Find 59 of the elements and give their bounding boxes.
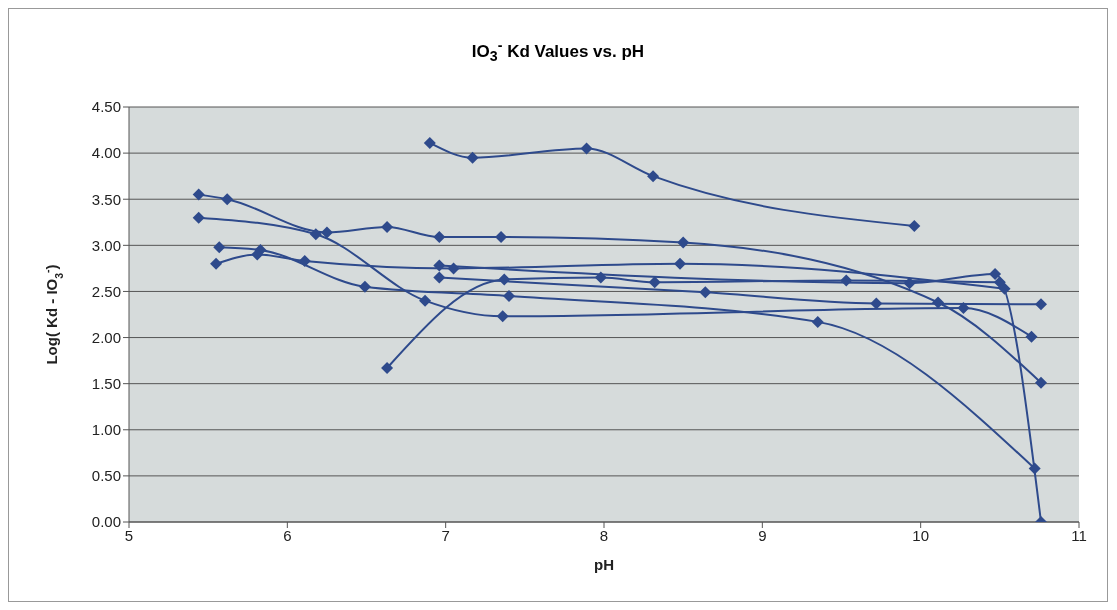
- y-tick-label: 1.00: [91, 421, 121, 439]
- point: [320, 226, 333, 239]
- point: [1025, 330, 1038, 343]
- point: [908, 219, 921, 232]
- point: [423, 136, 436, 149]
- point: [503, 290, 515, 303]
- x-tick-label: 9: [758, 526, 767, 544]
- point: [1028, 462, 1041, 475]
- y-tick-label: 0.50: [91, 467, 121, 485]
- y-tick-label: 3.00: [91, 236, 121, 254]
- point: [811, 315, 824, 328]
- point: [932, 296, 945, 309]
- point: [498, 273, 511, 286]
- point: [989, 267, 1002, 280]
- y-tick-label: 2.50: [91, 282, 121, 300]
- y-tick-label: 3.50: [91, 190, 121, 208]
- point: [192, 211, 205, 224]
- point: [213, 241, 226, 254]
- point: [998, 282, 1011, 295]
- point: [466, 151, 479, 164]
- point: [433, 271, 446, 284]
- y-tick-label: 4.00: [91, 144, 121, 162]
- point: [957, 302, 970, 315]
- point: [210, 257, 223, 270]
- x-tick-label: 5: [124, 526, 134, 544]
- point: [433, 259, 446, 272]
- point: [677, 236, 690, 249]
- point: [381, 361, 394, 374]
- point: [1035, 298, 1047, 311]
- x-tick-label: 7: [441, 526, 450, 544]
- point: [993, 276, 1006, 289]
- chart-title: IO$_{3}$$^{-}$ Kd Values vs. pH: [470, 36, 646, 67]
- point: [309, 228, 322, 241]
- point: [699, 286, 712, 299]
- x-tick-label: 11: [1071, 526, 1087, 544]
- point: [674, 257, 686, 270]
- point: [358, 280, 371, 293]
- point: [298, 255, 311, 268]
- point: [580, 142, 593, 155]
- point: [840, 274, 853, 287]
- point: [1035, 376, 1047, 389]
- point: [648, 276, 661, 289]
- point: [496, 310, 509, 323]
- y-tick-label: 0.00: [91, 513, 121, 531]
- point: [447, 262, 460, 275]
- point: [433, 231, 446, 244]
- y-tick-label: 2.00: [91, 328, 121, 346]
- point: [192, 188, 205, 201]
- point: [381, 220, 394, 233]
- y-tick-label: 1.50: [91, 374, 121, 392]
- point: [419, 294, 432, 307]
- y-tick-label: 4.50: [91, 98, 121, 116]
- x-tick-label: 10: [912, 526, 930, 544]
- point: [221, 193, 234, 206]
- x-tick-label: 8: [599, 526, 609, 544]
- point: [594, 271, 607, 284]
- x-tick-label: 6: [283, 526, 292, 544]
- x-axis-title: pH: [594, 556, 614, 573]
- point: [647, 170, 660, 183]
